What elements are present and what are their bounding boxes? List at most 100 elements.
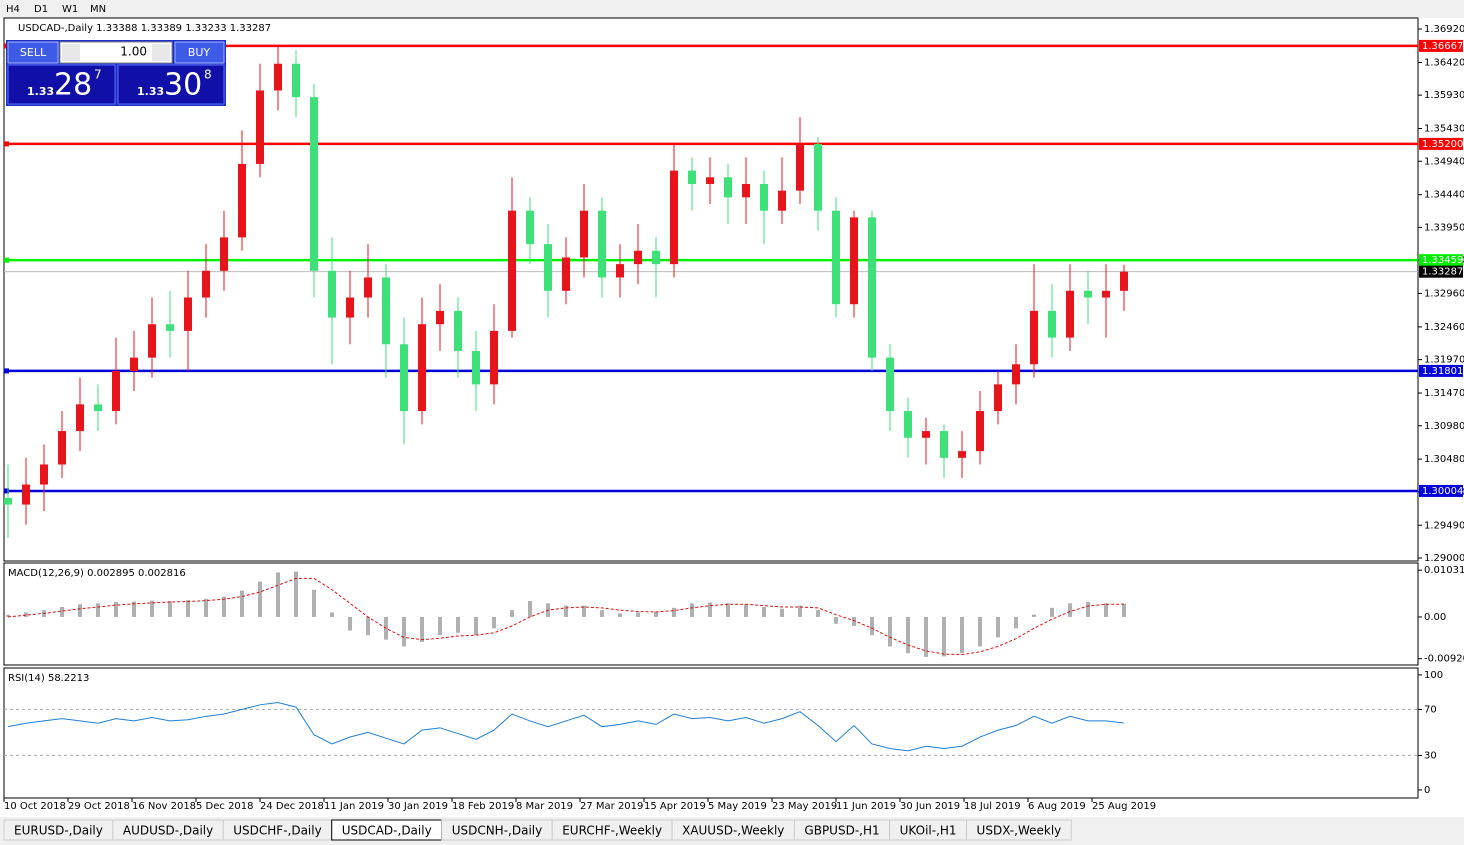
y-tick-label: 1.29490 [1424, 520, 1464, 531]
timeframe-button[interactable]: H4 [6, 4, 20, 15]
bid-big: 1.33 [27, 85, 54, 98]
candle-body [22, 484, 30, 505]
macd-bar [1104, 603, 1108, 617]
y-tick-label: -0.009203 [1424, 654, 1464, 665]
tab-label[interactable]: USDCHF-,Daily [233, 824, 321, 838]
candle-body [940, 431, 948, 458]
signal-line [7, 577, 1125, 656]
candle-body [670, 170, 678, 265]
y-tick-label: 1.36420 [1424, 57, 1464, 68]
candle-body [112, 370, 120, 412]
macd-bar [294, 571, 298, 617]
candle-body [634, 250, 642, 265]
candle-body [652, 250, 660, 265]
candle-body [76, 404, 84, 432]
level-label: 1.31801 [1422, 366, 1463, 377]
candle-body [868, 217, 876, 358]
macd-bar [672, 607, 676, 617]
x-tick-label: 23 May 2019 [772, 801, 837, 812]
rsi-panel [3, 667, 1419, 799]
candle-body [760, 183, 768, 211]
timeframe-button[interactable]: W1 [62, 4, 78, 15]
level-label: 1.30004 [1422, 486, 1463, 497]
level-marker [4, 141, 9, 147]
y-tick-label: 1.29000 [1424, 553, 1464, 564]
candle-body [886, 357, 894, 412]
level-label: 1.35200 [1422, 139, 1463, 150]
macd-bar [312, 589, 316, 617]
macd-bar [366, 616, 370, 636]
macd-bar [168, 601, 172, 617]
candle-body [94, 404, 102, 412]
tab-label[interactable]: XAUUSD-,Weekly [682, 824, 784, 838]
candle-body [580, 210, 588, 258]
macd-bar [402, 616, 406, 647]
macd-bar [204, 598, 208, 617]
candle-body [1012, 364, 1020, 385]
candle-body [562, 257, 570, 291]
y-tick-label: 1.34940 [1424, 156, 1464, 167]
tab-label[interactable]: GBPUSD-,H1 [804, 824, 879, 838]
candle-body [1048, 310, 1056, 338]
macd-bar [510, 610, 514, 617]
candle-body [436, 310, 444, 325]
tab[interactable] [966, 819, 1072, 841]
tab-label[interactable]: USDCAD-,Daily [342, 824, 432, 838]
candle-body [994, 384, 1002, 412]
last-price-tag [1419, 265, 1463, 278]
y-tick-label: 100 [1424, 670, 1443, 681]
tab-label[interactable]: USDCNH-,Daily [452, 824, 543, 838]
macd-bar [942, 616, 946, 657]
x-tick-label: 30 Jun 2019 [900, 801, 960, 812]
macd-bar [222, 596, 226, 617]
lot-field[interactable] [59, 41, 173, 64]
tab-label[interactable]: USDX-,Weekly [977, 824, 1062, 838]
macd-bar [240, 590, 244, 617]
bid-box[interactable] [7, 64, 116, 105]
lot-up[interactable] [152, 44, 170, 61]
macd-bar [690, 603, 694, 617]
macd-bar [924, 616, 928, 657]
panel-title: MACD(12,26,9) 0.002895 0.002816 [8, 568, 186, 579]
lot-down[interactable] [62, 44, 80, 61]
candle-body [1030, 310, 1038, 365]
macd-bar [528, 601, 532, 617]
x-tick-label: 15 Apr 2019 [644, 801, 706, 812]
sell-label[interactable]: SELL [20, 46, 47, 59]
candle-body [400, 344, 408, 412]
macd-bar [420, 616, 424, 642]
macd-bar [1050, 607, 1054, 617]
candle-body [202, 270, 210, 298]
y-tick-label: 1.30980 [1424, 421, 1464, 432]
buy-button[interactable] [174, 41, 225, 64]
candle-body [850, 217, 858, 305]
candle-body [958, 451, 966, 458]
macd-bar [330, 612, 334, 617]
macd-bar [906, 616, 910, 654]
timeframe-button[interactable]: MN [90, 4, 106, 15]
candle-body [220, 237, 228, 271]
level-tag [1419, 364, 1463, 377]
sell-button[interactable] [7, 41, 59, 64]
x-tick-label: 8 Mar 2019 [516, 801, 573, 812]
last-price-label: 1.33287 [1422, 267, 1463, 278]
tab-label[interactable]: AUDUSD-,Daily [123, 824, 213, 838]
buy-label[interactable]: BUY [188, 46, 211, 59]
y-tick-label: 1.30480 [1424, 454, 1464, 465]
panel-title: USDCAD-,Daily 1.33388 1.33389 1.33233 1.… [18, 23, 271, 34]
macd-bar [636, 612, 640, 617]
tab-label[interactable]: UKOil-,H1 [900, 824, 957, 838]
level-label: 1.33459 [1422, 255, 1463, 266]
candle-body [1066, 290, 1074, 338]
macd-bar [456, 616, 460, 633]
y-tick-label: 1.31970 [1424, 355, 1464, 366]
y-tick-label: 70 [1424, 704, 1437, 715]
tab-label[interactable]: EURCHF-,Weekly [562, 824, 662, 838]
candle-body [310, 97, 318, 271]
timeframe-button[interactable]: D1 [34, 4, 48, 15]
y-tick-label: 1.34440 [1424, 190, 1464, 201]
ask-box[interactable] [117, 64, 225, 105]
lot-value[interactable]: 1.00 [120, 45, 147, 59]
tab-label[interactable]: EURUSD-,Daily [14, 824, 103, 838]
macd-bar [654, 611, 658, 617]
